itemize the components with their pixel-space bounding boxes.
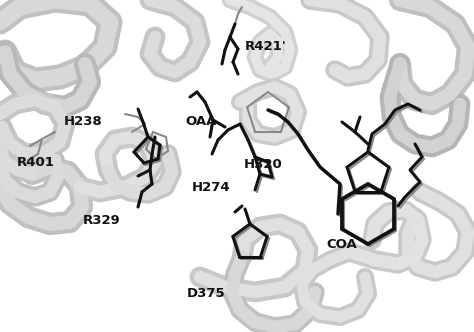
Text: H320: H320	[244, 158, 283, 171]
Text: R401: R401	[17, 156, 55, 169]
Text: R421': R421'	[245, 40, 286, 53]
Text: OAA: OAA	[186, 115, 217, 128]
Text: COA: COA	[326, 237, 356, 251]
Text: H274: H274	[191, 181, 230, 194]
Text: R329: R329	[83, 214, 121, 227]
Text: D375: D375	[187, 287, 226, 300]
Text: H238: H238	[64, 115, 102, 128]
